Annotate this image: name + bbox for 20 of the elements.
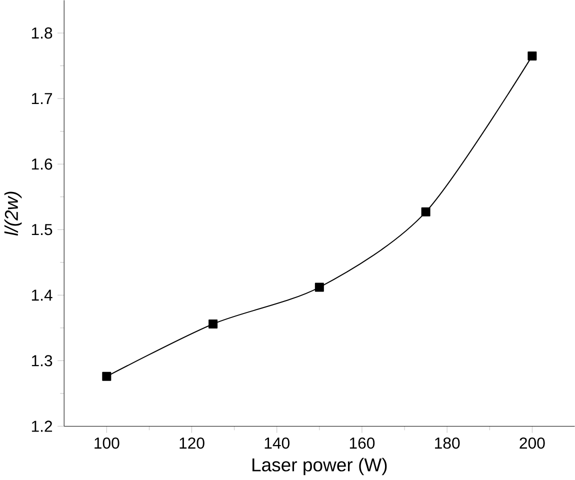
x-tick-label: 200 <box>520 438 545 449</box>
y-tick-label: 1.6 <box>32 158 52 170</box>
point <box>208 320 218 329</box>
x-tick-label: 160 <box>350 438 375 449</box>
y-tick-label: 1.2 <box>32 420 52 432</box>
x-axis-title: Laser power (W) <box>252 458 387 476</box>
point <box>421 208 430 217</box>
y-axis-title: l/(2w) <box>4 192 22 236</box>
x-tick-label: 100 <box>94 438 120 449</box>
x-tick-label: 140 <box>264 438 290 449</box>
y-tick-label: 1.8 <box>32 28 52 39</box>
point <box>102 372 112 382</box>
point <box>528 52 537 61</box>
x-tick-label: 180 <box>435 438 460 449</box>
y-tick-label: 1.7 <box>32 93 52 104</box>
y-tick-label: 1.4 <box>32 290 52 301</box>
point <box>314 283 324 292</box>
y-tick-label: 1.5 <box>32 224 52 236</box>
x-tick-label: 120 <box>180 438 204 449</box>
y-tick-label: 1.3 <box>32 355 52 367</box>
